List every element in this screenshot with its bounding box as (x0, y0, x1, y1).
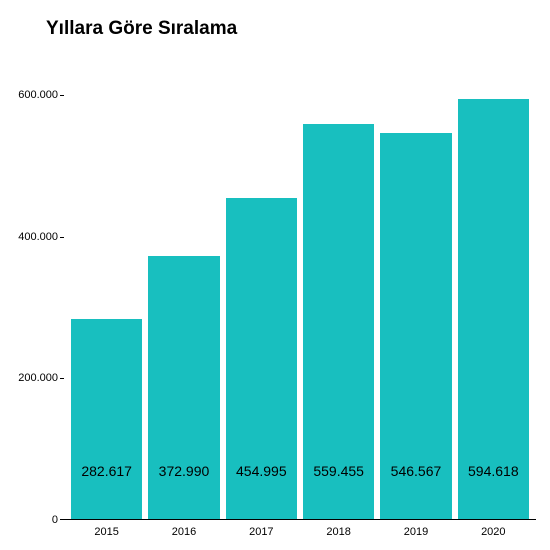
bar-value-label: 282.617 (81, 463, 132, 479)
bar-slot: 282.617 (68, 60, 145, 519)
bar-slot: 372.990 (145, 60, 222, 519)
y-tick-mark (60, 519, 64, 520)
bar-chart: Yıllara Göre Sıralama 0 200.000 400.000 600… (0, 0, 550, 550)
x-tick-label: 2017 (223, 526, 300, 538)
bar-value-label: 594.618 (468, 463, 519, 479)
bar-value-label: 559.455 (313, 463, 364, 479)
y-tick-mark (60, 237, 64, 238)
bars-container: 282.617 372.990 454.995 559.455 546.567 594.6… (64, 60, 536, 519)
bar-value-label: 546.567 (391, 463, 442, 479)
chart-title: Yıllara Göre Sıralama (46, 18, 536, 40)
y-tick-mark (60, 95, 64, 96)
plot-row: 0200.000400.000600.000 282.617372.990454… (14, 60, 536, 520)
bar-slot: 559.455 (300, 60, 377, 519)
x-axis: 201520162017201820192020 (64, 520, 536, 538)
y-tick-mark (60, 378, 64, 379)
bar: 454.995 (226, 198, 297, 519)
bar-value-label: 372.990 (159, 463, 210, 479)
bar: 559.455 (303, 124, 374, 519)
x-tick-label: 2015 (68, 526, 145, 538)
bar: 372.990 (148, 256, 219, 519)
bar-value-label: 454.995 (236, 463, 287, 479)
y-tick-label: 400.000 (18, 231, 58, 243)
x-tick-label: 2020 (455, 526, 532, 538)
bar: 594.618 (458, 99, 529, 519)
bar: 546.567 (380, 133, 451, 519)
x-tick-label: 2016 (145, 526, 222, 538)
bar-slot: 594.618 (455, 60, 532, 519)
y-tick-label: 600.000 (18, 89, 58, 101)
x-tick-label: 2019 (377, 526, 454, 538)
x-tick-label: 2018 (300, 526, 377, 538)
bar: 282.617 (71, 319, 142, 519)
y-axis: 0200.000400.000600.000 (14, 60, 64, 520)
plot-area: 282.617 372.990 454.995 559.455 546.567 594.6… (64, 60, 536, 520)
bar-slot: 454.995 (223, 60, 300, 519)
bar-slot: 546.567 (377, 60, 454, 519)
y-tick-label: 0 (52, 514, 58, 526)
y-tick-label: 200.000 (18, 372, 58, 384)
